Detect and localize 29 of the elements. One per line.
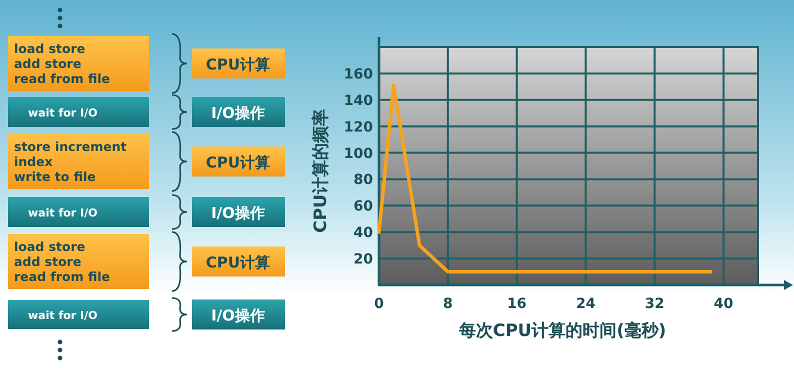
text: CPU计算 bbox=[206, 254, 270, 272]
y-tick-label: 20 bbox=[354, 252, 374, 268]
text: wait for I/O bbox=[28, 206, 98, 220]
y-tick-label: 80 bbox=[354, 172, 374, 188]
text: I/O操作 bbox=[211, 204, 265, 222]
y-tick-label: 100 bbox=[344, 146, 374, 162]
x-tick-label: 24 bbox=[576, 296, 596, 312]
text: I/O操作 bbox=[211, 306, 265, 324]
x-tick-label: 8 bbox=[443, 296, 453, 312]
text: store increment index write to file bbox=[14, 139, 127, 184]
x-axis-title: 每次CPU计算的时间(毫秒) bbox=[458, 320, 666, 341]
x-tick-label: 32 bbox=[644, 296, 664, 312]
x-tick-label: 0 bbox=[374, 296, 384, 312]
text: CPU计算 bbox=[206, 56, 270, 74]
line-series bbox=[377, 84, 712, 274]
text: wait for I/O bbox=[28, 106, 98, 120]
y-tick-label: 120 bbox=[344, 119, 374, 136]
text: load store add store read from file bbox=[14, 41, 110, 86]
y-axis-title: CPU计算的频率 bbox=[311, 109, 331, 233]
y-tick-label: 160 bbox=[344, 66, 374, 82]
x-tick-label: 16 bbox=[507, 296, 527, 312]
text: wait for I/O bbox=[28, 309, 98, 322]
x-tick-label: 40 bbox=[714, 296, 734, 312]
text: CPU计算 bbox=[206, 154, 270, 172]
y-tick-label: 40 bbox=[354, 225, 374, 242]
text: load store add store read from file bbox=[14, 239, 110, 284]
y-tick-label: 60 bbox=[354, 198, 374, 215]
y-tick-label: 140 bbox=[344, 92, 374, 109]
text: I/O操作 bbox=[211, 104, 265, 122]
